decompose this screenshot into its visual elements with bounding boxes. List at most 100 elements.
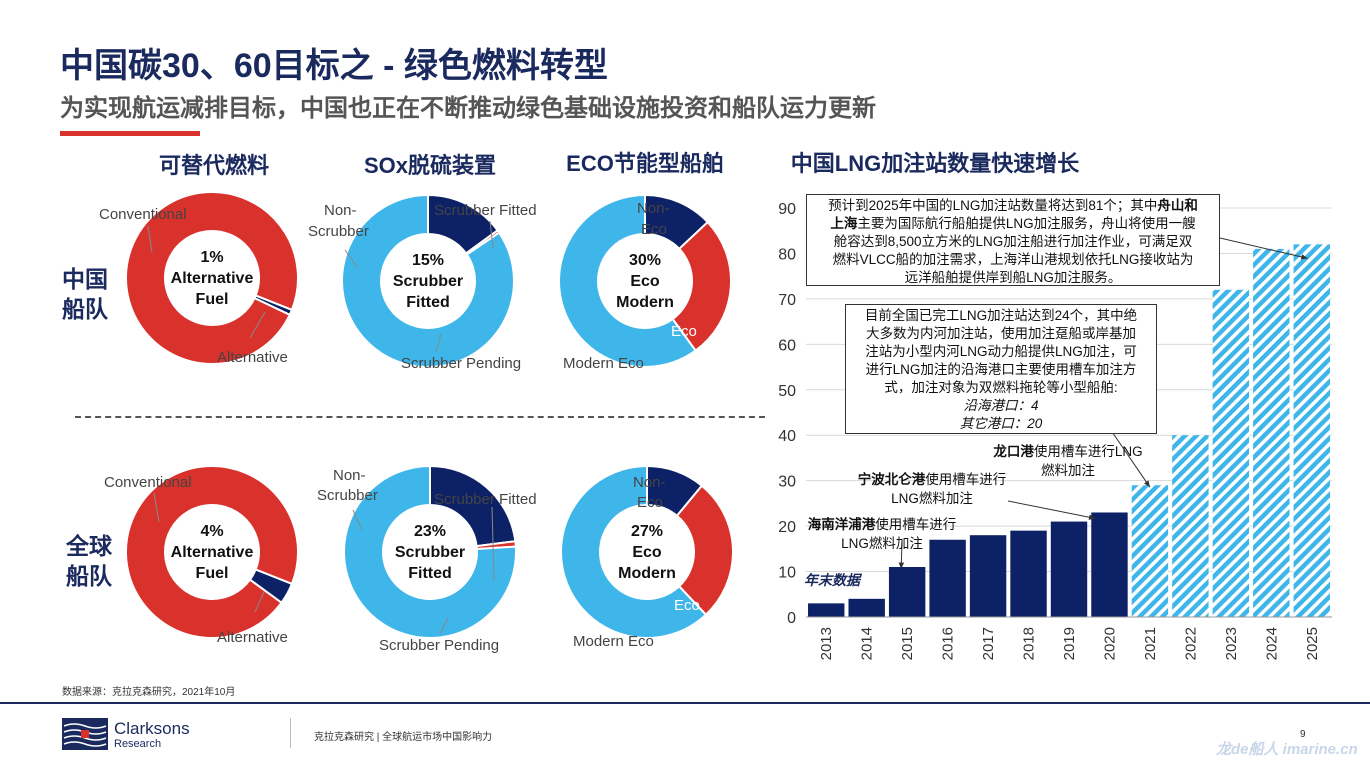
bar-2020	[1091, 512, 1128, 617]
y-tick-label: 50	[778, 383, 796, 400]
leader-line	[435, 333, 442, 353]
donut-slice-label: Non-	[333, 467, 366, 484]
y-tick-label: 60	[778, 337, 796, 354]
donut-slice-label: Non-	[633, 474, 666, 491]
donut-global-eco: 27% Eco Modern Non- Eco Eco Modern Eco	[560, 464, 734, 650]
bar-2019	[1050, 521, 1088, 617]
bar-2016	[929, 539, 966, 617]
footer-separator	[290, 718, 291, 748]
x-tick-label: 2020	[1101, 627, 1118, 660]
donut-center-label: Eco	[632, 544, 662, 561]
donut-center-label: 30%	[629, 252, 661, 269]
bar-2018	[1010, 530, 1047, 617]
lng-bar-chart: 0 10 20 30 40 50 60 70 80 90 2013 2014 2015 2016 2017 2…	[778, 201, 1332, 660]
arrow-head	[1144, 480, 1150, 488]
row-divider	[75, 416, 765, 418]
donut-center-label: Scrubber	[395, 544, 465, 561]
donut-center-label: Alternative	[171, 270, 254, 287]
leader-line	[489, 220, 494, 249]
x-tick-label: 2023	[1223, 627, 1240, 660]
bar-2017	[969, 535, 1007, 617]
column-heading-scrubber: SOx脱硫装置	[363, 153, 497, 178]
y-tick-label: 40	[778, 428, 796, 445]
y-tick-label: 0	[787, 610, 796, 627]
column-heading-fuel: 可替代燃料	[158, 153, 269, 178]
donut-china-eco: 30% Eco Modern Non- Eco Eco Modern Eco	[558, 193, 732, 372]
donut-slice-label: Eco	[674, 597, 700, 614]
bar-2013	[808, 603, 845, 617]
slice-scrubber-fitted	[429, 464, 517, 548]
watermark: 龙de船人 imarine.cn	[1216, 741, 1358, 758]
donut-slice-label: Scrubber	[308, 223, 369, 240]
slice-modern-eco	[675, 484, 734, 617]
donut-slice-label: Scrubber	[317, 487, 378, 504]
donut-center-label: 15%	[412, 252, 444, 269]
donut-center-label: Scrubber	[393, 273, 463, 290]
donut-slice-label: Alternative	[217, 349, 288, 366]
donut-center-label: Eco	[630, 273, 660, 290]
leader-line	[254, 591, 265, 613]
y-tick-label: 90	[778, 201, 796, 218]
slice-non-scrubber	[343, 464, 517, 639]
y-tick-label: 70	[778, 292, 796, 309]
leader-line	[352, 509, 363, 531]
donut-slice-label: Scrubber Fitted	[434, 491, 537, 508]
title-accent-bar	[60, 131, 200, 136]
note-hainan: 海南洋浦港使用槽车进行 LNG燃料加注	[807, 517, 957, 551]
leader-line	[439, 617, 449, 635]
bar-2025	[1293, 244, 1330, 617]
donut-global-scrubber: 23% Scrubber Fitted Non- Scrubber Scrubber Fi…	[317, 464, 537, 654]
row-heading-global: 全球 船队	[66, 533, 112, 589]
donut-slice-label: Modern Eco	[573, 633, 654, 650]
x-tick-label: 2015	[899, 627, 916, 660]
y-tick-label: 30	[778, 474, 796, 491]
x-tick-label: 2024	[1263, 627, 1280, 660]
page-number: 9	[1300, 729, 1306, 740]
actual-data-label: 年末数据	[804, 572, 863, 588]
bar-2023	[1212, 289, 1250, 617]
callout-2025-forecast: 预计到2025年中国的LNG加注站数量将达到81个；其中舟山和 上海主要为国际航…	[806, 194, 1220, 286]
donut-center-label: Fuel	[196, 291, 229, 308]
note-ningbo: 宁波北仑港使用槽车进行 LNG燃料加注	[857, 472, 1007, 506]
arrow-head	[1088, 514, 1096, 520]
x-tick-label: 2025	[1304, 627, 1321, 660]
row-heading-china: 中国 船队	[62, 266, 108, 322]
donut-center-label: 1%	[200, 249, 223, 266]
callout-arrow	[1219, 237, 1308, 259]
bar-2021	[1131, 485, 1169, 617]
x-tick-label: 2021	[1142, 627, 1159, 660]
arrow-head	[1300, 254, 1308, 260]
donut-center-label: 4%	[200, 523, 223, 540]
donut-china-scrubber: 15% Scrubber Fitted Non- Scrubber Scrubber Fi…	[308, 193, 537, 372]
bar-2022	[1172, 435, 1209, 617]
slice-conventional	[125, 190, 299, 365]
page-subtitle: 为实现航运减排目标，中国也正在不断推动绿色基础设施投资和船队运力更新	[60, 95, 876, 122]
x-tick-label: 2013	[818, 627, 835, 660]
x-tick-label: 2014	[859, 627, 876, 660]
donut-slice-label: Conventional	[104, 474, 192, 491]
donut-slice-label: Non-	[637, 200, 670, 217]
leader-line	[344, 249, 359, 269]
data-source: 数据来源：克拉克森研究，2021年10月	[62, 687, 236, 698]
leader-line	[153, 492, 160, 523]
donut-center-label: Fitted	[406, 294, 450, 311]
clarksons-logo-icon	[62, 718, 108, 750]
donut-charts: 1% Alternative Fuel Conventional Alternative…	[99, 190, 734, 654]
y-tick-label: 80	[778, 246, 796, 263]
slice-non-scrubber	[341, 193, 515, 368]
donut-slice-label: Scrubber Pending	[379, 637, 499, 654]
x-tick-label: 2019	[1061, 627, 1078, 660]
donut-slice-label: Alternative	[217, 629, 288, 646]
donut-slice-label: Eco	[671, 323, 697, 340]
logo-subtitle: Research	[114, 738, 162, 750]
y-tick-label: 20	[778, 519, 796, 536]
x-tick-label: 2017	[980, 627, 997, 660]
bar-2024	[1253, 248, 1290, 617]
leader-line	[491, 506, 495, 581]
x-tick-label: 2018	[1021, 627, 1038, 660]
donut-center-label: Modern	[616, 294, 674, 311]
donut-slice-label: Modern Eco	[563, 355, 644, 372]
donut-slice-label: Conventional	[99, 206, 187, 223]
callout-current-stations: 目前全国已完工LNG加注站达到24个，其中绝 大多数为内河加注站，使用加注趸船或…	[845, 304, 1157, 434]
x-tick-label: 2022	[1182, 627, 1199, 660]
